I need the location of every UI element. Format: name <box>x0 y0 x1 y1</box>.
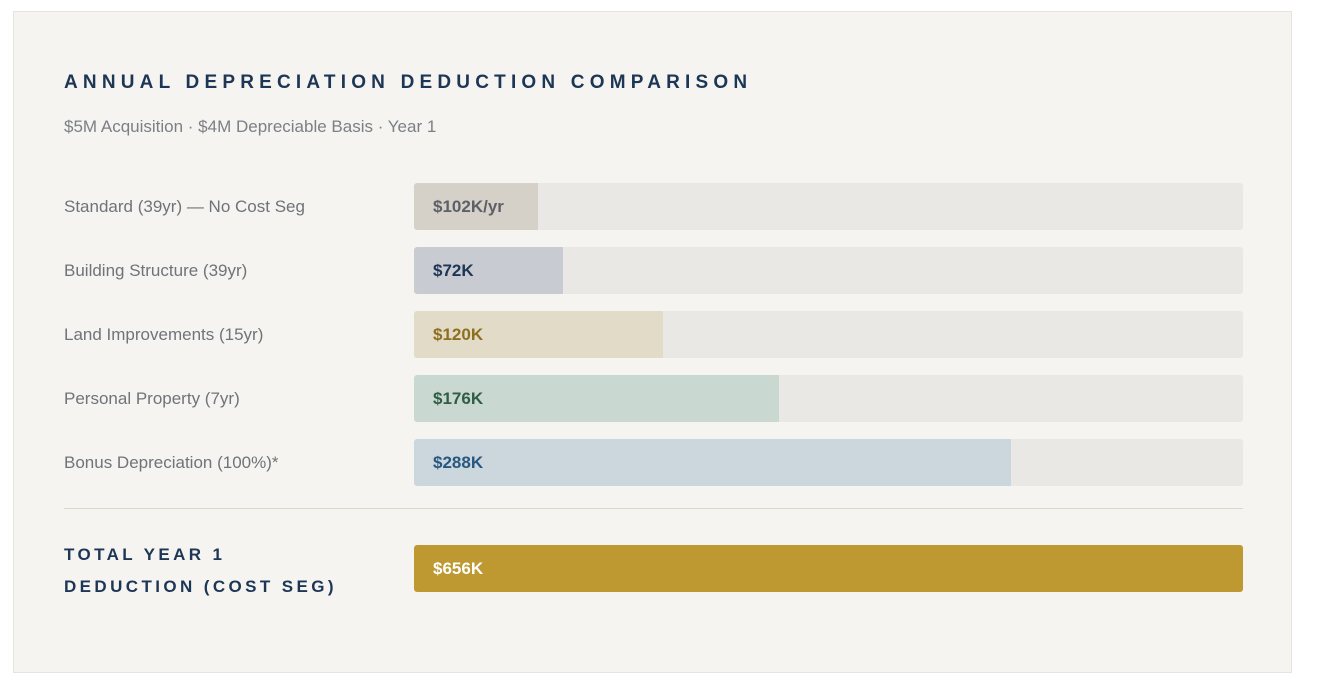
bar-category-label: Personal Property (7yr) <box>64 389 240 408</box>
total-label: TOTAL YEAR 1 DEDUCTION (COST SEG) <box>64 545 337 596</box>
bar-row: Standard (39yr) — No Cost Seg $102K/yr <box>64 183 1244 230</box>
bar-value-label: $288K <box>433 453 484 472</box>
bar-category-label: Building Structure (39yr) <box>64 261 248 280</box>
bar-track: $176K <box>414 375 1243 422</box>
bar-category-label: Bonus Depreciation (100%)* <box>64 453 279 472</box>
chart-subtitle: $5M Acquisition · $4M Depreciable Basis … <box>64 117 437 136</box>
chart-title: ANNUAL DEPRECIATION DEDUCTION COMPARISON <box>64 72 753 93</box>
bar-row: Land Improvements (15yr) $120K <box>64 311 1244 358</box>
bar <box>414 183 539 230</box>
bar-category-label: Standard (39yr) — No Cost Seg <box>64 197 305 216</box>
bar-track: $288K <box>414 439 1243 486</box>
bar-value-label: $176K <box>433 389 484 408</box>
total-row: $656K <box>64 545 1244 592</box>
depreciation-card: ANNUAL DEPRECIATION DEDUCTION COMPARISON… <box>13 11 1292 673</box>
bar-track: $72K <box>414 247 1243 294</box>
bar-track: $120K <box>414 311 1243 358</box>
total-value-label: $656K <box>433 559 484 578</box>
bar-row: Building Structure (39yr) $72K <box>64 247 1244 294</box>
bar-value-label: $102K/yr <box>433 197 504 216</box>
bar <box>414 439 1011 486</box>
bar-row: Bonus Depreciation (100%)* $288K <box>64 439 1244 486</box>
bar-track: $102K/yr <box>414 183 1243 230</box>
divider <box>64 508 1243 509</box>
bar <box>414 311 663 358</box>
bar <box>414 247 564 294</box>
bar-category-label: Land Improvements (15yr) <box>64 325 264 344</box>
bar-value-label: $120K <box>433 325 484 344</box>
total-bar <box>414 545 1243 592</box>
bar-value-label: $72K <box>433 261 474 280</box>
bar-row: Personal Property (7yr) $176K <box>64 375 1244 422</box>
bar <box>414 375 779 422</box>
total-bar-track: $656K <box>414 545 1243 592</box>
